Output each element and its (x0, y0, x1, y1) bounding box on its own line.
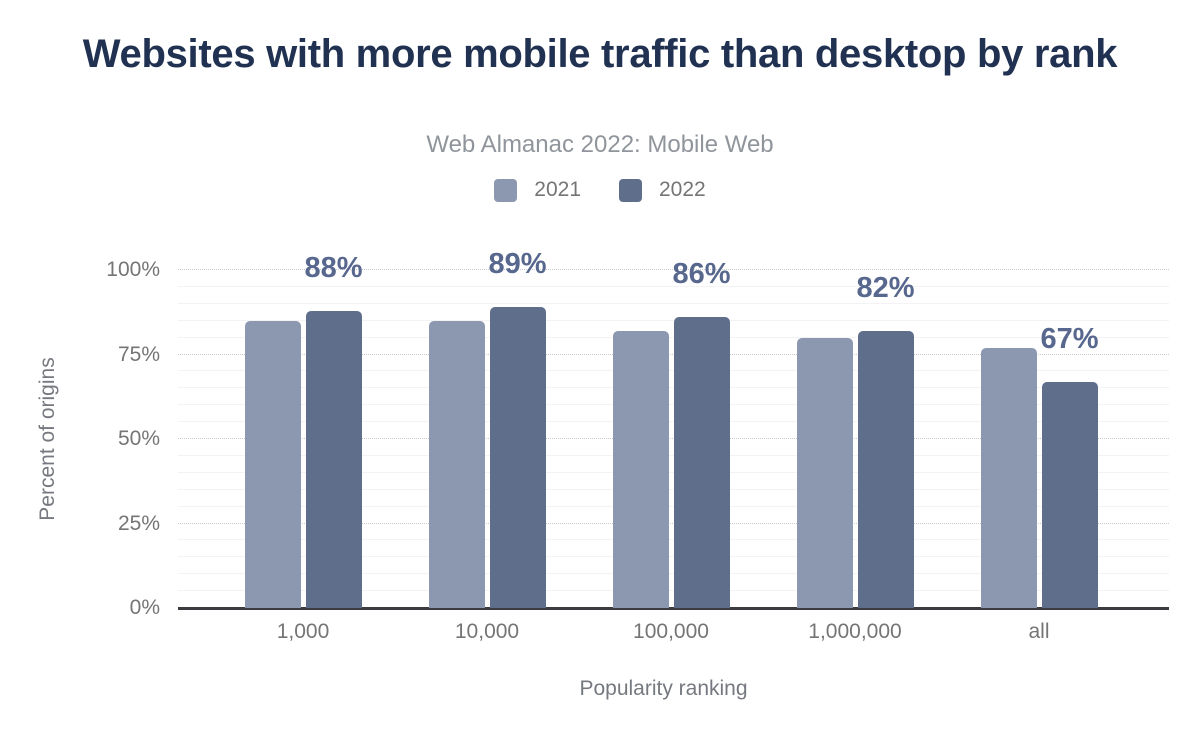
y-tick-label: 0% (129, 596, 160, 619)
bar-2021-1,000 (244, 320, 301, 608)
y-axis-tick-labels: 0% 25% 50% 75% 100% (0, 258, 160, 619)
bar-2022-1,000,000 (857, 330, 914, 608)
x-tick-label: 10,000 (454, 620, 520, 643)
x-tick-label: all (1028, 620, 1050, 643)
gridline-minor (178, 285, 1169, 287)
x-tick-label: 1,000,000 (808, 620, 902, 643)
bar-2022-10,000 (489, 307, 546, 608)
y-tick-label: 25% (117, 511, 160, 535)
y-tick-label: 75% (117, 342, 160, 366)
legend-item-2022: 2022 (619, 178, 706, 202)
x-axis-title: Popularity ranking (579, 677, 748, 700)
chart-title: Websites with more mobile traffic than d… (82, 32, 1118, 76)
data-label-10,000: 89% (488, 248, 547, 281)
data-label-1,000,000: 82% (856, 271, 915, 304)
x-tick-label: 100,000 (633, 620, 709, 643)
legend: 2021 2022 (0, 178, 1200, 202)
bar-2021-100,000 (612, 330, 669, 608)
gridline-major (178, 269, 1169, 270)
plot-area: 88% 89% 86% 82% 67% (178, 248, 1169, 610)
x-axis-line (178, 607, 1169, 610)
gridline-minor (178, 302, 1169, 304)
data-label-100,000: 86% (672, 258, 731, 291)
y-tick-label: 100% (106, 258, 160, 281)
y-tick-label: 50% (117, 427, 160, 450)
x-axis-tick-labels: 1,000 10,000 100,000 1,000,000 all (178, 620, 1169, 648)
legend-swatch-2021 (494, 178, 518, 202)
legend-swatch-2022 (619, 178, 642, 202)
data-label-1,000: 88% (304, 251, 363, 284)
legend-label-2021: 2021 (534, 178, 581, 201)
legend-label-2022: 2022 (659, 178, 706, 201)
x-tick-label: 1,000 (276, 620, 330, 643)
bar-2022-1,000 (305, 310, 362, 608)
bar-2022-100,000 (673, 317, 730, 608)
chart-subtitle: Web Almanac 2022: Mobile Web (426, 131, 774, 158)
bar-2021-1,000,000 (796, 337, 853, 608)
bar-2022-all (1041, 381, 1098, 608)
data-label-all: 67% (1040, 322, 1099, 355)
legend-item-2021: 2021 (494, 178, 581, 202)
bar-2021-all (980, 347, 1037, 608)
bar-2021-10,000 (428, 320, 485, 608)
